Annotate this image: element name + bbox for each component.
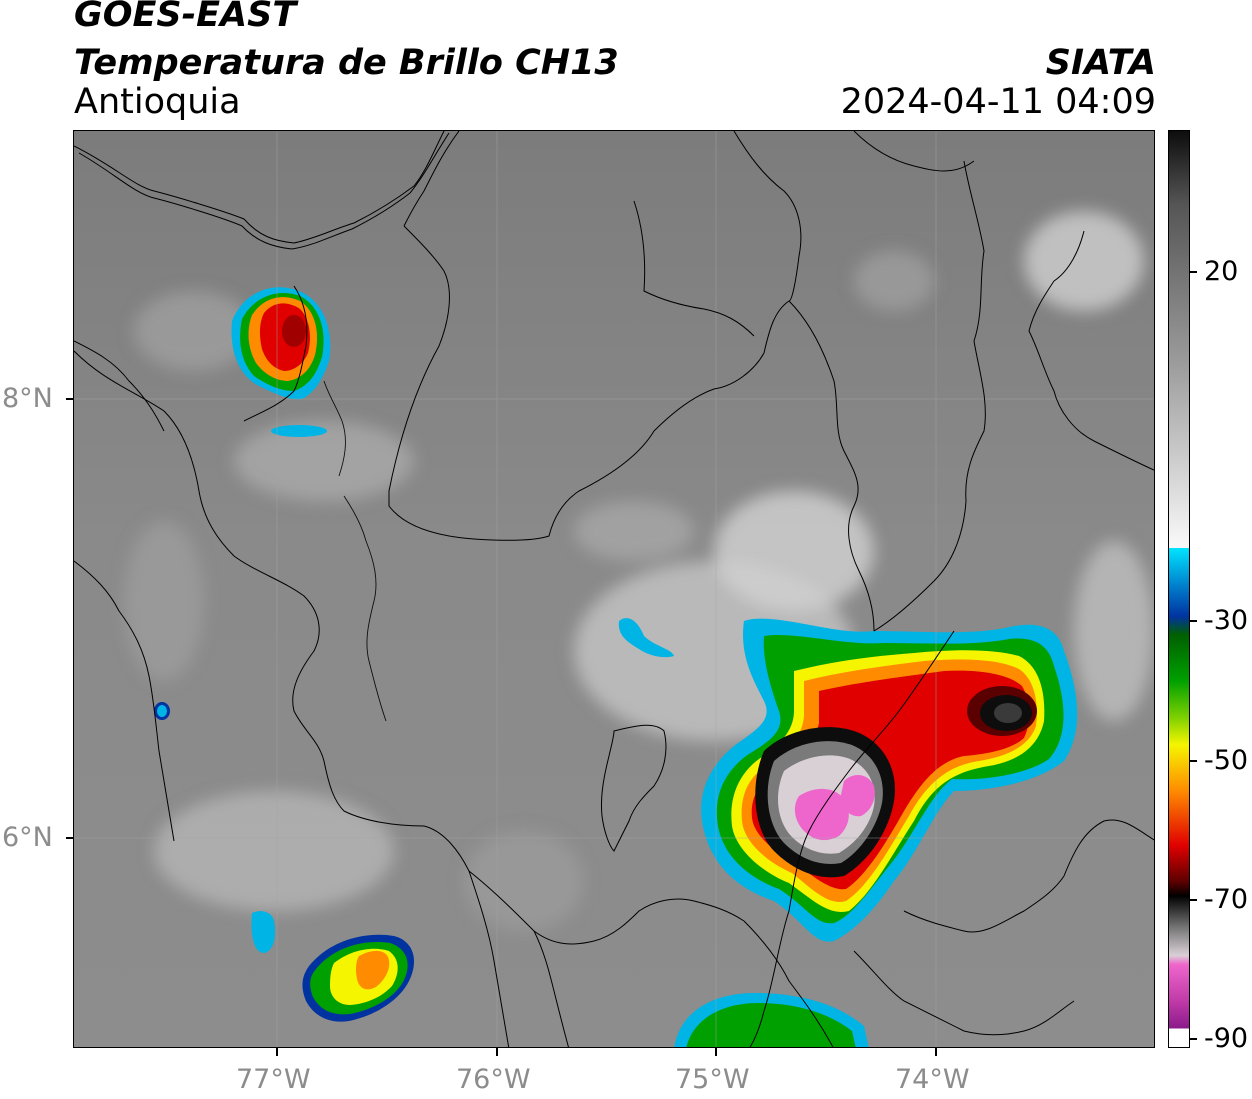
subtitle: Antioquia xyxy=(74,82,241,122)
satellite-map[interactable] xyxy=(73,130,1155,1048)
colorbar-label-2: -30 xyxy=(1204,605,1249,636)
admin-boundaries xyxy=(74,131,1154,1047)
title-line2: Temperatura de Brillo CH13 xyxy=(74,43,619,83)
colorbar-tick-mark-5 xyxy=(1190,1038,1197,1040)
colorbar xyxy=(1168,130,1190,1048)
title-line1: GOES-EAST xyxy=(74,0,297,35)
x-tick-label-4: 74°W xyxy=(895,1064,970,1095)
x-tick-mark-4 xyxy=(935,1048,937,1056)
organization-label: SIATA xyxy=(1045,43,1156,83)
x-tick-mark-2 xyxy=(496,1048,498,1056)
rivers xyxy=(323,380,387,722)
colorbar-tick-mark-4 xyxy=(1190,899,1197,901)
colorbar-label-1: 20 xyxy=(1204,256,1239,287)
colorbar-label-5: -90 xyxy=(1204,1023,1249,1054)
graticule xyxy=(74,131,1154,1047)
colorbar-tick-mark-1 xyxy=(1190,271,1197,273)
x-tick-label-2: 76°W xyxy=(456,1064,531,1095)
colorbar-label-3: -50 xyxy=(1204,745,1249,776)
colorbar-tick-mark-2 xyxy=(1190,620,1197,622)
coastline xyxy=(74,131,450,842)
storm-cell-south xyxy=(302,934,414,1022)
storm-cell-northwest xyxy=(231,287,331,437)
x-tick-mark-1 xyxy=(276,1048,278,1056)
map-canvas xyxy=(74,131,1154,1047)
y-tick-mark-2 xyxy=(66,837,74,839)
y-tick-label-2: 6°N xyxy=(2,822,53,853)
x-tick-mark-3 xyxy=(715,1048,717,1056)
x-tick-label-3: 75°W xyxy=(675,1064,750,1095)
y-tick-label-1: 8°N xyxy=(2,383,53,414)
x-tick-label-1: 77°W xyxy=(236,1064,311,1095)
colorbar-tick-mark-3 xyxy=(1190,760,1197,762)
colorbar-label-4: -70 xyxy=(1204,884,1249,915)
small-cold-spots xyxy=(154,618,674,953)
storm-cell-east xyxy=(701,618,1078,942)
datetime-stamp: 2024-04-11 04:09 xyxy=(840,82,1156,122)
y-tick-mark-1 xyxy=(66,398,74,400)
